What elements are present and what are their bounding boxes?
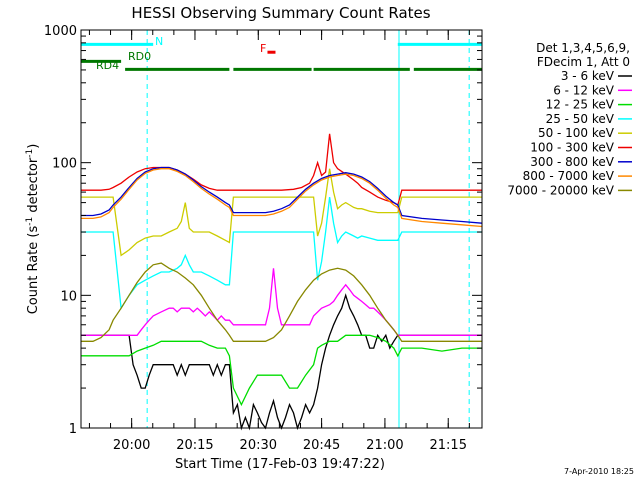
y-tick-label-3: 1000	[44, 24, 77, 39]
legend-entry-label-5: 100 - 300 keV	[530, 141, 614, 155]
annotation-rd0-label: RD0	[128, 50, 151, 63]
x-tick-label-1: 20:15	[176, 438, 213, 453]
plot-area	[146, 30, 470, 428]
chart-title: HESSI Observing Summary Count Rates	[131, 4, 430, 22]
series-line-7	[81, 168, 483, 228]
legend-entry-label-3: 25 - 50 keV	[546, 112, 615, 126]
series-line-6	[81, 166, 483, 224]
annotations: N RD0 RD4 F	[81, 35, 482, 72]
legend-header-line2: FDecim 1, Att 0	[537, 55, 630, 69]
x-axis-label: Start Time (17-Feb-03 19:47:22)	[175, 457, 385, 472]
y-axis-label-part3: )	[26, 144, 41, 149]
annotation-rd4-label: RD4	[96, 59, 119, 72]
series-layer	[81, 133, 483, 431]
y-axis-label-part2: detector	[26, 157, 41, 217]
legend-entry-label-2: 12 - 25 keV	[546, 98, 615, 112]
annotation-f-label: F	[260, 42, 266, 55]
footer-timestamp: 7-Apr-2010 18:25	[564, 467, 634, 476]
y-tick-label-2: 100	[52, 157, 77, 172]
y-tick-label-0: 1	[69, 422, 77, 437]
x-tick-label-5: 21:15	[430, 438, 467, 453]
legend: Det 1,3,4,5,6,9, FDecim 1, Att 0 3 - 6 k…	[507, 41, 632, 197]
legend-entry-label-1: 6 - 12 keV	[553, 83, 615, 97]
series-line-3	[81, 197, 482, 311]
x-axis-ticks: 20:00 20:15 20:30 20:45 21:00 21:15	[88, 30, 470, 453]
x-tick-label-3: 20:45	[303, 438, 340, 453]
series-line-2	[81, 334, 482, 407]
legend-header-line1: Det 1,3,4,5,6,9,	[536, 41, 630, 55]
series-line-4	[81, 168, 482, 257]
annotation-n-label: N	[155, 35, 163, 48]
legend-entry-label-8: 7000 - 20000 keV	[507, 183, 614, 197]
y-axis-label-part1: Count Rate (s	[26, 226, 41, 315]
y-axis-label: Count Rate (s-1 detector-1)	[25, 144, 41, 315]
series-line-8	[81, 262, 482, 342]
x-tick-label-2: 20:30	[240, 438, 277, 453]
legend-entry-label-4: 50 - 100 keV	[538, 126, 615, 140]
y-axis-label-sup1: -1	[25, 217, 35, 226]
legend-entry-label-7: 800 - 7000 keV	[523, 169, 615, 183]
legend-entry-label-0: 3 - 6 keV	[561, 69, 615, 83]
x-tick-label-0: 20:00	[113, 438, 150, 453]
series-line-5	[81, 133, 482, 206]
x-tick-label-4: 21:00	[366, 438, 403, 453]
series-line-0	[81, 293, 482, 431]
plot-frame	[80, 29, 483, 429]
y-tick-label-1: 10	[60, 289, 77, 304]
y-axis-label-sup2: -1	[25, 149, 35, 158]
legend-entry-label-6: 300 - 800 keV	[530, 155, 614, 169]
y-axis-ticks: 1 10 100 1000	[44, 24, 482, 437]
series-line-1	[81, 268, 482, 336]
